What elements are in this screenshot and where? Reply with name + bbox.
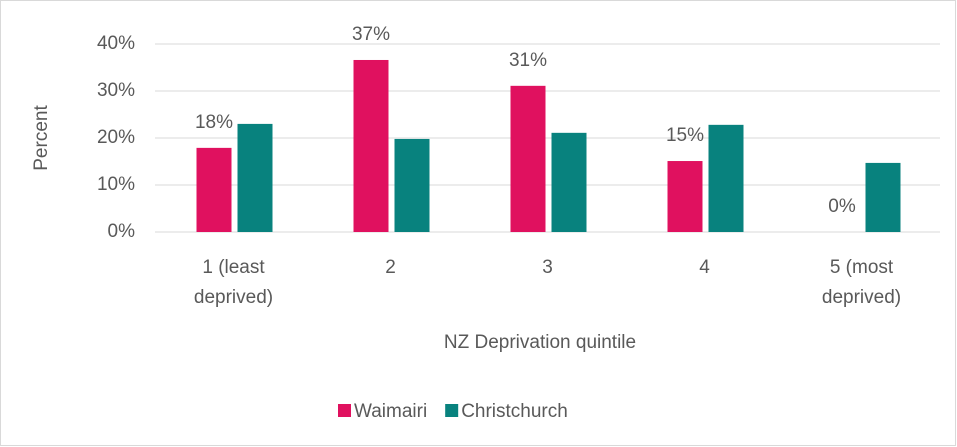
bar: [353, 59, 389, 233]
legend-swatch: [338, 404, 351, 417]
x-tick-label: 4: [699, 257, 710, 278]
data-label: 18%: [195, 112, 233, 133]
legend-swatch: [445, 404, 459, 417]
y-tick-label: 30%: [97, 80, 135, 101]
x-tick-label: 1 (least deprived): [193, 257, 274, 308]
y-axis-title: Percent: [31, 105, 52, 171]
y-tick-label: 10%: [97, 174, 135, 195]
y-tick-label: 40%: [97, 33, 135, 54]
y-tick-label: 20%: [97, 127, 135, 148]
x-tick-label: 2: [385, 257, 396, 278]
bar: [196, 147, 232, 232]
data-label: 0%: [828, 196, 856, 217]
data-label: 15%: [666, 125, 704, 146]
x-tick-label: 3: [542, 257, 553, 278]
legend-label: Christchurch: [461, 401, 568, 422]
bar: [510, 85, 546, 232]
x-tick-label: 5 (most deprived): [821, 257, 902, 308]
y-tick-label: 0%: [108, 221, 136, 242]
data-label: 37%: [352, 24, 390, 45]
data-label: 31%: [509, 50, 547, 71]
bar: [667, 161, 703, 232]
bar: [237, 123, 273, 232]
bar: [708, 124, 744, 232]
bar: [394, 138, 430, 232]
x-axis-title: NZ Deprivation quintile: [444, 332, 636, 353]
bar: [865, 162, 901, 232]
legend-label: Waimairi: [354, 401, 427, 422]
bar: [551, 132, 587, 232]
